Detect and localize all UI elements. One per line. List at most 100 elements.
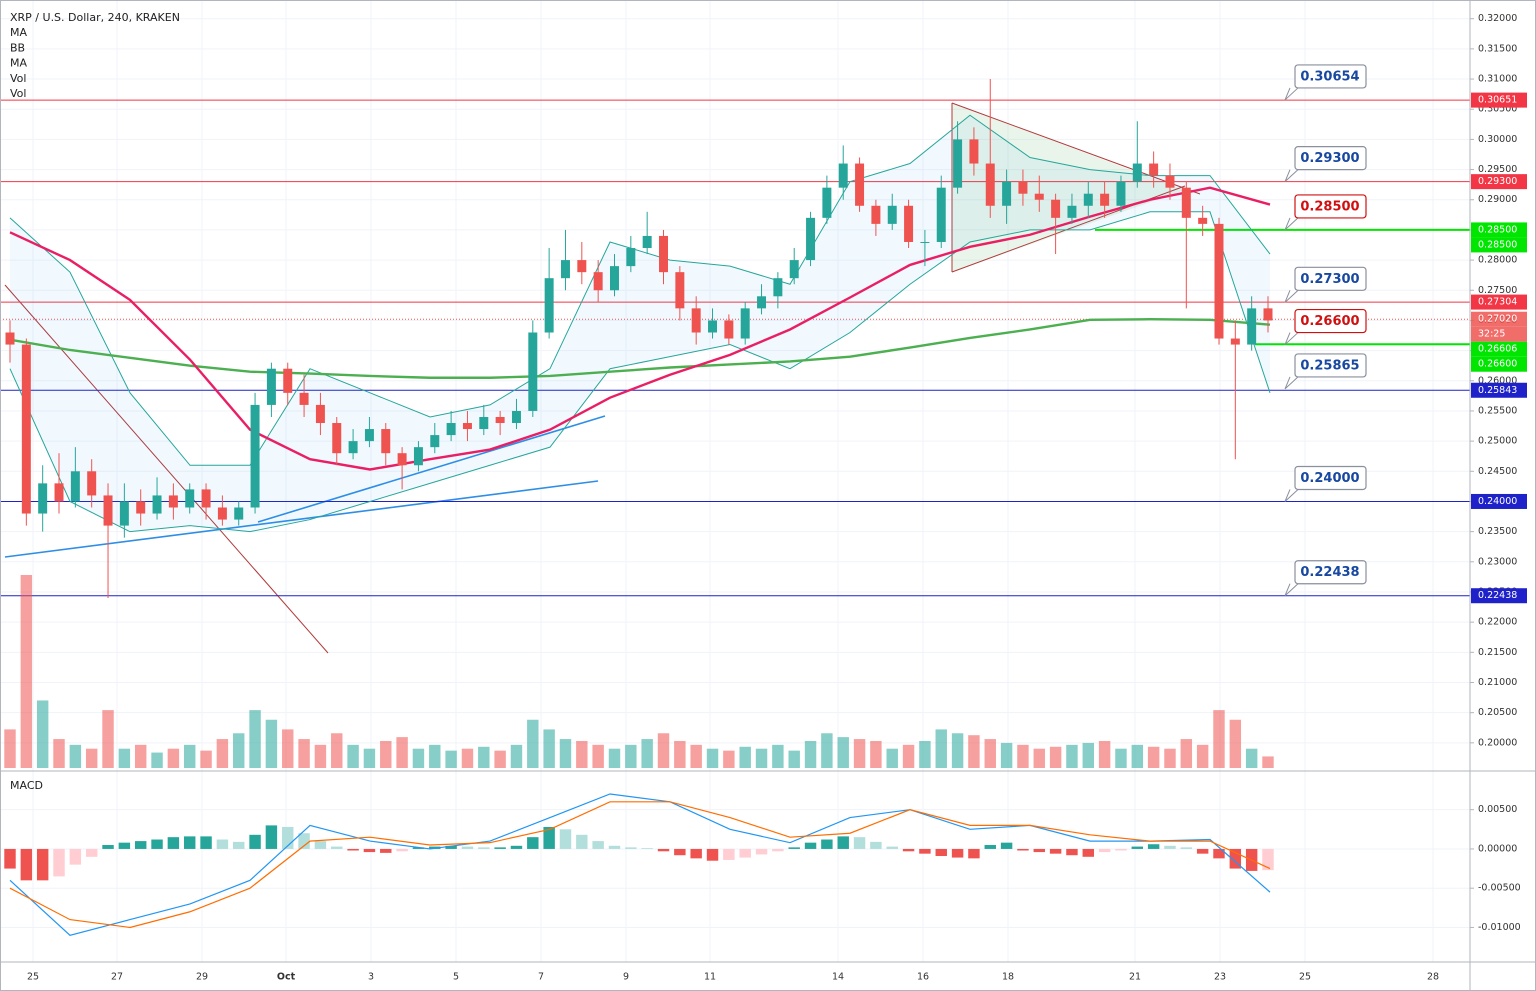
x-tick-label: 29: [196, 972, 208, 983]
y-tick-label: 0.30500: [1478, 104, 1517, 115]
ma-fast: [9, 186, 1271, 471]
volume-bar: [984, 739, 996, 768]
x-tick-label: 23: [1214, 972, 1226, 983]
candle-body: [1181, 187, 1191, 218]
macd-histogram-bar: [788, 847, 800, 849]
macd-histogram-bar: [821, 839, 833, 849]
volume-bar: [527, 719, 539, 768]
volume-bar: [1098, 740, 1111, 768]
volume-bar: [445, 750, 457, 768]
volume-bar: [739, 746, 751, 768]
volume-bar: [788, 750, 800, 768]
y-tick-label: 0.30000: [1478, 134, 1517, 145]
callout-box: [1294, 64, 1367, 89]
macd-histogram-bar: [1017, 848, 1029, 851]
y-tick-label: 0.29500: [1478, 164, 1517, 175]
symbol-title: XRP / U.S. Dollar, 240, KRAKEN: [10, 11, 180, 24]
macd-histogram-bar: [347, 848, 359, 851]
callout-label: 0.26600: [1300, 314, 1359, 329]
macd-histogram-bar: [1131, 846, 1144, 849]
macd-histogram-bar: [1033, 848, 1045, 853]
x-tick-label: 14: [832, 972, 844, 983]
candle-body: [299, 392, 309, 405]
macd-histogram-bar: [53, 848, 65, 877]
grid: [0, 0, 1474, 962]
volume-bar: [559, 739, 572, 768]
volume-bar: [478, 746, 490, 768]
macd-histogram-bar: [804, 842, 817, 849]
callout-label: 0.27300: [1300, 272, 1359, 287]
volume-bar: [951, 733, 964, 768]
macd-histogram-bar: [494, 847, 506, 849]
macd-histogram-bar: [118, 842, 131, 849]
volume-bar: [886, 748, 898, 768]
candle-body: [5, 332, 15, 345]
macd-histogram-bar: [510, 845, 523, 849]
candle-body: [266, 368, 276, 405]
candle-body: [920, 241, 930, 243]
candle-body: [1214, 223, 1224, 339]
y-tick-label: 0.00000: [1478, 843, 1517, 854]
candle-body: [511, 410, 521, 424]
x-tick-label: 5: [453, 972, 459, 983]
y-tick-label: 0.22000: [1478, 617, 1517, 628]
macd-histogram-bar: [657, 848, 670, 852]
candle-body: [201, 489, 211, 508]
indicator-name: Vol: [10, 87, 26, 100]
triangle-upper: [951, 102, 1201, 195]
macd-histogram-bar: [968, 848, 980, 859]
candle-body: [234, 507, 244, 520]
macd-histogram-bar: [265, 825, 278, 849]
volume-bar: [723, 750, 735, 768]
macd-histogram-bar: [36, 848, 49, 881]
candle-body: [871, 205, 881, 224]
candle-body: [1083, 193, 1093, 206]
candle-body: [1165, 175, 1175, 188]
price-tag-label: 0.22438: [1478, 590, 1517, 601]
candle-body: [185, 489, 195, 508]
y-tick-label: 0.31000: [1478, 74, 1517, 85]
macd-histogram-bar: [1180, 847, 1193, 849]
volume-bar: [1131, 744, 1144, 768]
macd-histogram-bar: [298, 833, 310, 849]
volume-bar: [151, 752, 163, 768]
macd-histogram-bar: [1082, 848, 1095, 857]
macd-histogram-bar: [233, 841, 245, 849]
callout-box: [1294, 194, 1367, 219]
volume-bar: [1245, 748, 1258, 768]
candle-body: [397, 453, 407, 466]
callout-label: 0.30654: [1300, 69, 1359, 84]
macd-histogram-bar: [641, 848, 653, 849]
x-tick-label: 16: [917, 972, 929, 983]
x-tick-label: 9: [623, 972, 629, 983]
y-tick-label: 0.00500: [1478, 804, 1517, 815]
callout-pointer: [1284, 376, 1299, 390]
callout-pointer: [1284, 87, 1299, 101]
price-tag-label: 0.26606: [1478, 344, 1517, 355]
macd-histogram-bar: [837, 836, 849, 849]
macd-histogram-bar: [183, 836, 196, 849]
y-tick-label: 0.24500: [1478, 466, 1517, 477]
candle-body: [953, 139, 963, 188]
indicator-name: BB: [10, 41, 25, 54]
bb-lower: [9, 211, 1271, 533]
macd-histogram-bar: [1000, 842, 1013, 849]
candle-body: [119, 501, 129, 526]
volume-bar: [935, 729, 947, 768]
y-tick-label: 0.23000: [1478, 556, 1517, 567]
volume-bar: [1180, 739, 1193, 768]
y-tick-label: 0.27500: [1478, 285, 1517, 296]
macd-histogram-bar: [608, 845, 621, 849]
macd-histogram-bar: [1164, 845, 1176, 849]
volume-bar: [134, 744, 147, 768]
price-tag: [1471, 222, 1527, 238]
candle-body: [446, 423, 456, 436]
macd-histogram-bar: [984, 845, 996, 849]
x-tick-label: 25: [27, 972, 39, 983]
macd-histogram-bar: [445, 845, 457, 849]
macd-histogram-bar: [902, 848, 915, 852]
callout-pointer: [1284, 332, 1299, 345]
candle-body: [430, 435, 440, 448]
candle-body: [691, 308, 701, 333]
triangle-fill: [952, 103, 1185, 272]
